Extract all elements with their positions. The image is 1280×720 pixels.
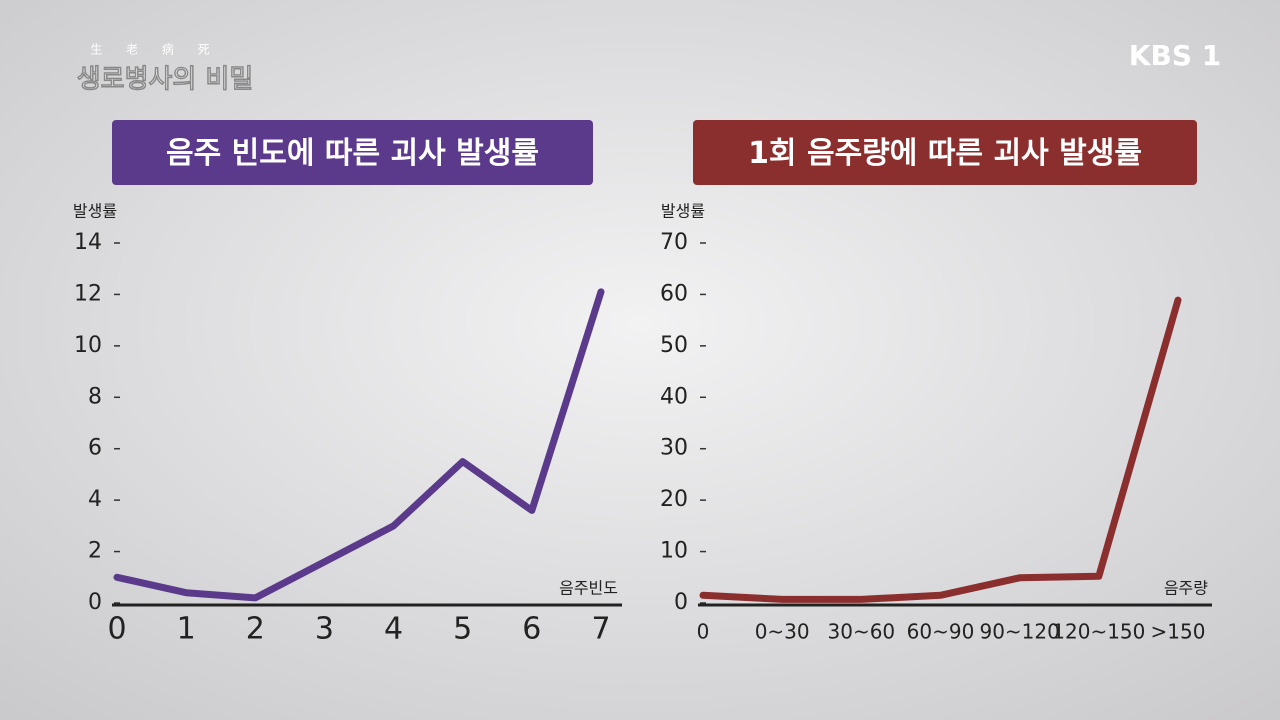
program-hanja: 生 老 病 死: [90, 42, 219, 57]
y-tick-label: 2: [88, 539, 102, 564]
program-logo: 생로병사의 비밀: [77, 65, 254, 95]
x-tick-label: 0: [697, 620, 710, 644]
y-axis-label: 발생률: [661, 202, 705, 221]
y-tick-label: 50: [660, 333, 688, 358]
y-tick-label: 40: [660, 384, 688, 409]
chart-title: 1회 음주량에 따른 괴사 발생률: [748, 136, 1142, 171]
data-line: [113, 288, 605, 602]
x-tick-label: 60~90: [907, 620, 975, 644]
channel-logo: KBS 1: [1129, 39, 1221, 72]
x-tick-label: 4: [384, 612, 403, 647]
y-tick-label: 4: [88, 487, 102, 512]
y-tick-label: 6: [88, 436, 102, 461]
y-tick-label: 10: [74, 333, 102, 358]
y-tick-label: 0: [88, 590, 102, 615]
x-tick-label: 120~150: [1052, 620, 1145, 644]
y-tick-label: 8: [88, 384, 102, 409]
y-tick-label: 30: [660, 436, 688, 461]
x-tick-label: >150: [1151, 620, 1206, 644]
chart-title: 음주 빈도에 따른 괴사 발생률: [166, 136, 539, 171]
x-tick-label: 2: [246, 612, 265, 647]
x-tick-label: 0~30: [755, 620, 810, 644]
y-tick-label: 0: [674, 590, 688, 615]
y-tick-label: 60: [660, 281, 688, 306]
x-tick-label: 5: [453, 612, 472, 647]
y-tick-label: 20: [660, 487, 688, 512]
x-tick-label: 1: [177, 612, 196, 647]
x-axis-label: 음주량: [1164, 579, 1208, 598]
x-tick-label: 6: [522, 612, 541, 647]
x-axis-label: 음주빈도: [559, 579, 618, 598]
y-tick-label: 14: [74, 230, 102, 255]
data-line: [699, 296, 1182, 603]
title-box: [693, 120, 1197, 185]
x-tick-label: 30~60: [828, 620, 896, 644]
x-tick-label: 0: [107, 612, 126, 647]
x-tick-label: 3: [315, 612, 334, 647]
y-tick-label: 70: [660, 230, 688, 255]
y-tick-label: 10: [660, 539, 688, 564]
y-tick-label: 12: [74, 281, 102, 306]
title-box: [112, 120, 593, 185]
x-tick-label: 90~120: [979, 620, 1059, 644]
y-axis-label: 발생률: [73, 202, 117, 221]
x-tick-label: 7: [591, 612, 610, 647]
